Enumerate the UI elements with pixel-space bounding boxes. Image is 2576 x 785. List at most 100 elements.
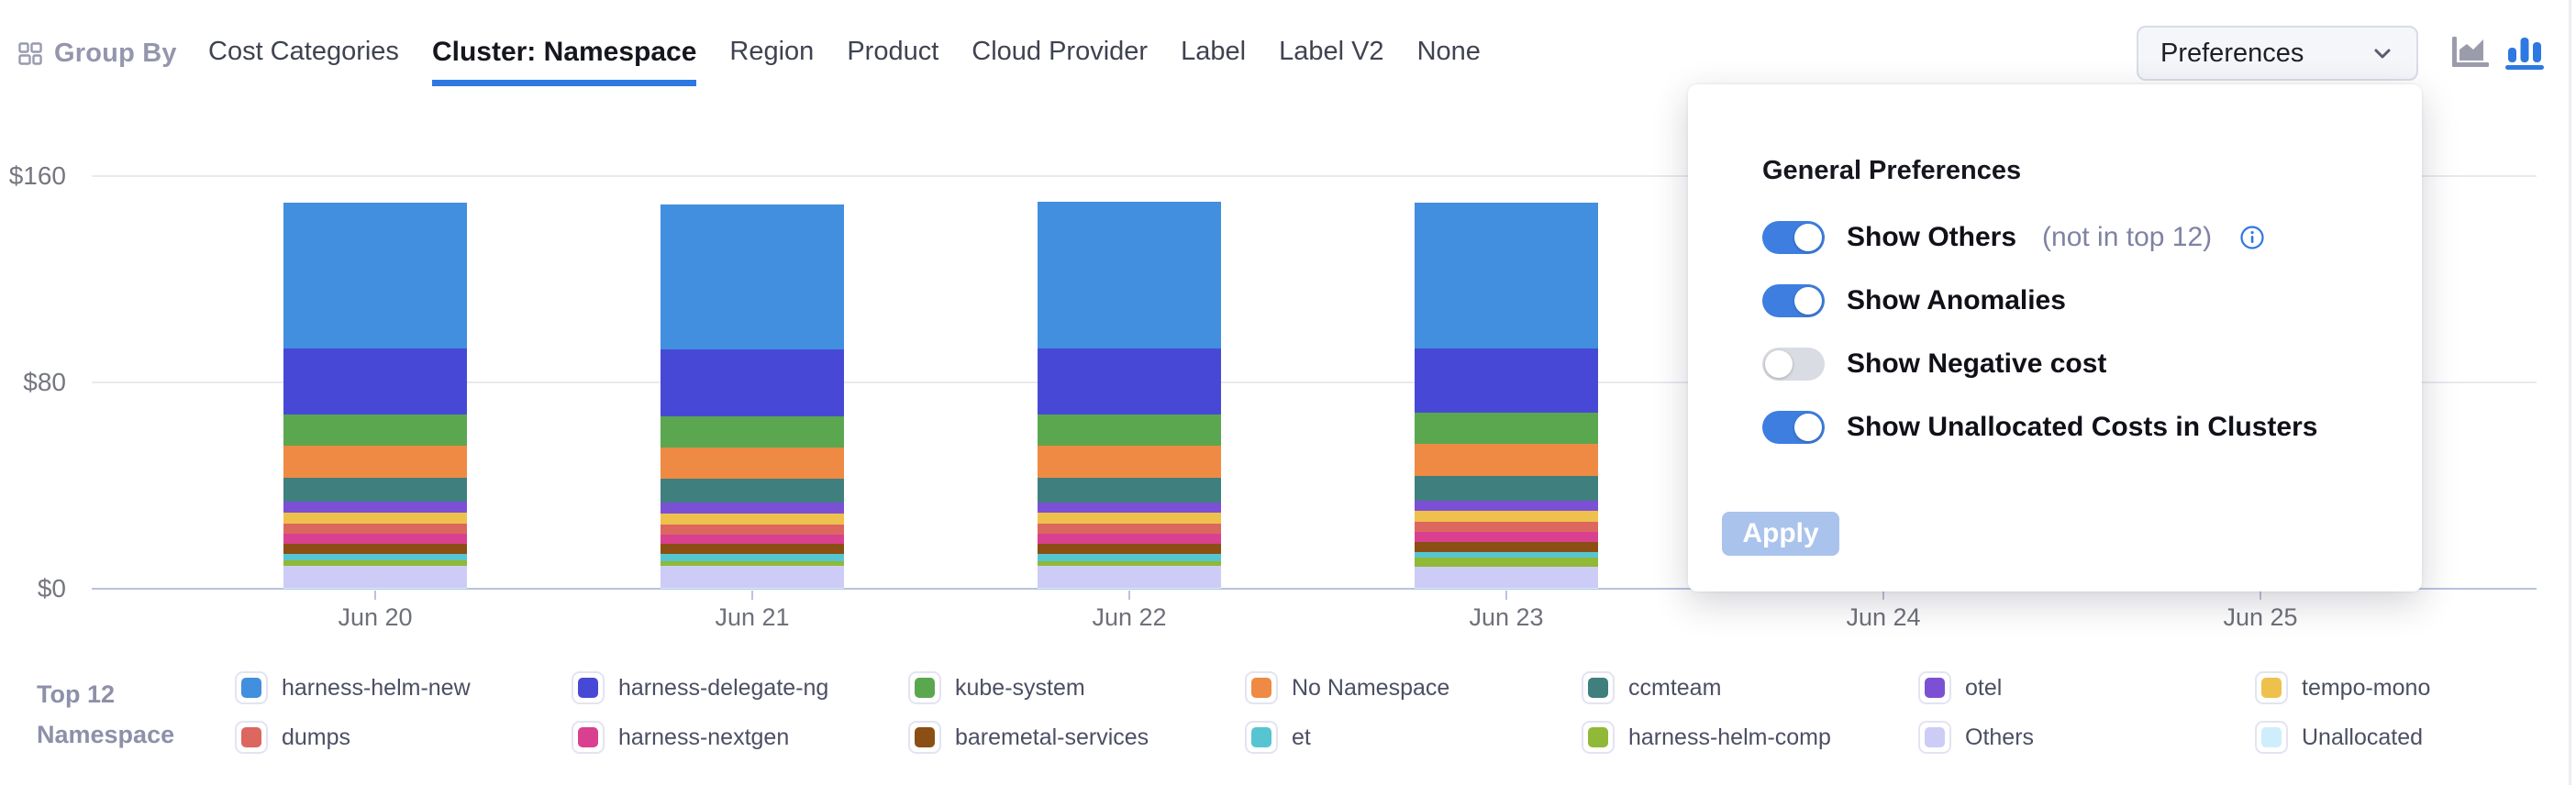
bar-segment-harness-delegate-ng[interactable]	[1415, 348, 1598, 414]
bar-segment-unallocated[interactable]	[283, 588, 467, 589]
bar-segment-harness-helm-new[interactable]	[283, 203, 467, 349]
bar-segment-tempo-mono[interactable]	[661, 514, 844, 525]
tab-cloud-provider[interactable]: Cloud Provider	[972, 37, 1149, 66]
bar-segment-harness-delegate-ng[interactable]	[661, 349, 844, 416]
bar-segment-harness-helm-comp[interactable]	[1038, 560, 1221, 566]
legend-label: ccmteam	[1628, 674, 1722, 701]
bar-segment-harness-delegate-ng[interactable]	[1038, 348, 1221, 415]
legend-item-dumps[interactable]: dumps	[235, 721, 350, 754]
tab-label[interactable]: Label	[1181, 37, 1247, 66]
tab-cluster-namespace[interactable]: Cluster: Namespace	[431, 37, 697, 86]
bar-segment-others[interactable]	[283, 566, 467, 589]
legend-item-ccmteam[interactable]: ccmteam	[1582, 671, 1721, 704]
toggle-label-suffix: (not in top 12)	[2042, 222, 2213, 252]
legend-item-otel[interactable]: otel	[1918, 671, 2002, 704]
bar-segment-kube-system[interactable]	[1415, 413, 1598, 445]
legend-swatch	[1245, 721, 1278, 754]
tab-cost-categories[interactable]: Cost Categories	[208, 37, 399, 66]
bar-segment-tempo-mono[interactable]	[1038, 513, 1221, 525]
legend-item-unallocated[interactable]: Unallocated	[2255, 721, 2423, 754]
bar-segment-harness-helm-comp[interactable]	[283, 560, 467, 567]
toggle-label: Show Anomalies	[1847, 285, 2066, 315]
toggle-show-unallocated-costs-in-clusters[interactable]	[1762, 411, 1825, 444]
bar-segment-harness-nextgen[interactable]	[1038, 534, 1221, 544]
bar-segment-et[interactable]	[1415, 551, 1598, 558]
bar-segment-dumps[interactable]	[283, 524, 467, 535]
stacked-bar-jun-20[interactable]	[283, 203, 467, 589]
bar-segment-baremetal-services[interactable]	[1038, 543, 1221, 554]
bar-segment-unallocated[interactable]	[1038, 588, 1221, 589]
bar-segment-ccmteam[interactable]	[1415, 476, 1598, 501]
bar-segment-harness-nextgen[interactable]	[283, 534, 467, 544]
toggle-show-negative-cost[interactable]	[1762, 348, 1825, 381]
legend-item-kube-system[interactable]: kube-system	[908, 671, 1085, 704]
bar-segment-harness-nextgen[interactable]	[1415, 532, 1598, 542]
bar-segment-otel[interactable]	[283, 502, 467, 514]
tab-product[interactable]: Product	[847, 37, 939, 66]
bar-segment-no-namespace[interactable]	[1415, 444, 1598, 477]
bar-segment-others[interactable]	[1415, 566, 1598, 589]
toggle-show-anomalies[interactable]	[1762, 284, 1825, 317]
bar-segment-others[interactable]	[661, 566, 844, 589]
legend-item-others[interactable]: Others	[1918, 721, 2034, 754]
bar-segment-harness-helm-new[interactable]	[1038, 201, 1221, 348]
legend-swatch	[2255, 671, 2288, 704]
bar-segment-et[interactable]	[283, 553, 467, 561]
bar-segment-otel[interactable]	[1038, 502, 1221, 514]
legend-item-harness-helm-comp[interactable]: harness-helm-comp	[1582, 721, 1831, 754]
legend-item-harness-delegate-ng[interactable]: harness-delegate-ng	[572, 671, 828, 704]
bar-segment-ccmteam[interactable]	[661, 479, 844, 503]
bar-segment-unallocated[interactable]	[661, 588, 844, 589]
bar-segment-kube-system[interactable]	[661, 415, 844, 448]
bar-segment-otel[interactable]	[1415, 500, 1598, 512]
bar-segment-otel[interactable]	[661, 503, 844, 514]
bar-segment-ccmteam[interactable]	[1038, 478, 1221, 503]
bar-segment-kube-system[interactable]	[1038, 414, 1221, 447]
tab-label-v2[interactable]: Label V2	[1279, 37, 1384, 66]
bar-segment-baremetal-services[interactable]	[1415, 541, 1598, 552]
x-axis-label: Jun 25	[2223, 603, 2298, 631]
preferences-dropdown-button[interactable]: Preferences	[2137, 26, 2418, 81]
legend-item-et[interactable]: et	[1245, 721, 1311, 754]
x-axis-label: Jun 20	[338, 603, 413, 631]
legend-item-tempo-mono[interactable]: tempo-mono	[2255, 671, 2430, 704]
bar-segment-dumps[interactable]	[661, 524, 844, 535]
tab-none[interactable]: None	[1416, 37, 1481, 66]
bar-segment-tempo-mono[interactable]	[283, 513, 467, 525]
area-chart-toggle[interactable]	[2452, 37, 2491, 68]
bar-segment-no-namespace[interactable]	[1038, 446, 1221, 479]
bar-segment-harness-helm-new[interactable]	[661, 204, 844, 349]
bar-segment-dumps[interactable]	[1415, 522, 1598, 533]
legend-item-harness-helm-new[interactable]: harness-helm-new	[235, 671, 471, 704]
bar-segment-baremetal-services[interactable]	[661, 544, 844, 555]
legend-label: harness-delegate-ng	[618, 674, 829, 701]
bar-segment-baremetal-services[interactable]	[283, 543, 467, 554]
bar-segment-no-namespace[interactable]	[661, 447, 844, 480]
bar-segment-kube-system[interactable]	[283, 415, 467, 447]
legend-item-baremetal-services[interactable]: baremetal-services	[908, 721, 1149, 754]
bar-segment-dumps[interactable]	[1038, 524, 1221, 535]
toggle-show-others[interactable]	[1762, 221, 1825, 254]
stacked-bar-jun-22[interactable]	[1038, 201, 1221, 589]
preference-row: Show Unallocated Costs in Clusters	[1762, 409, 2317, 446]
bar-segment-harness-helm-new[interactable]	[1415, 202, 1598, 348]
apply-button[interactable]: Apply	[1722, 512, 1839, 556]
bar-segment-unallocated[interactable]	[1415, 588, 1598, 589]
bar-chart-toggle[interactable]	[2505, 37, 2544, 70]
tab-region[interactable]: Region	[729, 37, 815, 66]
bar-segment-ccmteam[interactable]	[283, 478, 467, 503]
bar-segment-harness-helm-comp[interactable]	[1415, 557, 1598, 567]
legend-item-no-namespace[interactable]: No Namespace	[1245, 671, 1449, 704]
bar-segment-harness-helm-comp[interactable]	[661, 560, 844, 567]
legend-item-harness-nextgen[interactable]: harness-nextgen	[572, 721, 789, 754]
bar-segment-et[interactable]	[661, 554, 844, 561]
stacked-bar-jun-23[interactable]	[1415, 202, 1598, 589]
bar-segment-et[interactable]	[1038, 553, 1221, 561]
bar-segment-harness-nextgen[interactable]	[661, 534, 844, 545]
stacked-bar-jun-21[interactable]	[661, 204, 844, 589]
info-icon[interactable]	[2239, 225, 2265, 250]
bar-segment-harness-delegate-ng[interactable]	[283, 348, 467, 415]
bar-segment-no-namespace[interactable]	[283, 446, 467, 479]
bar-segment-others[interactable]	[1038, 565, 1221, 589]
bar-segment-tempo-mono[interactable]	[1415, 511, 1598, 523]
